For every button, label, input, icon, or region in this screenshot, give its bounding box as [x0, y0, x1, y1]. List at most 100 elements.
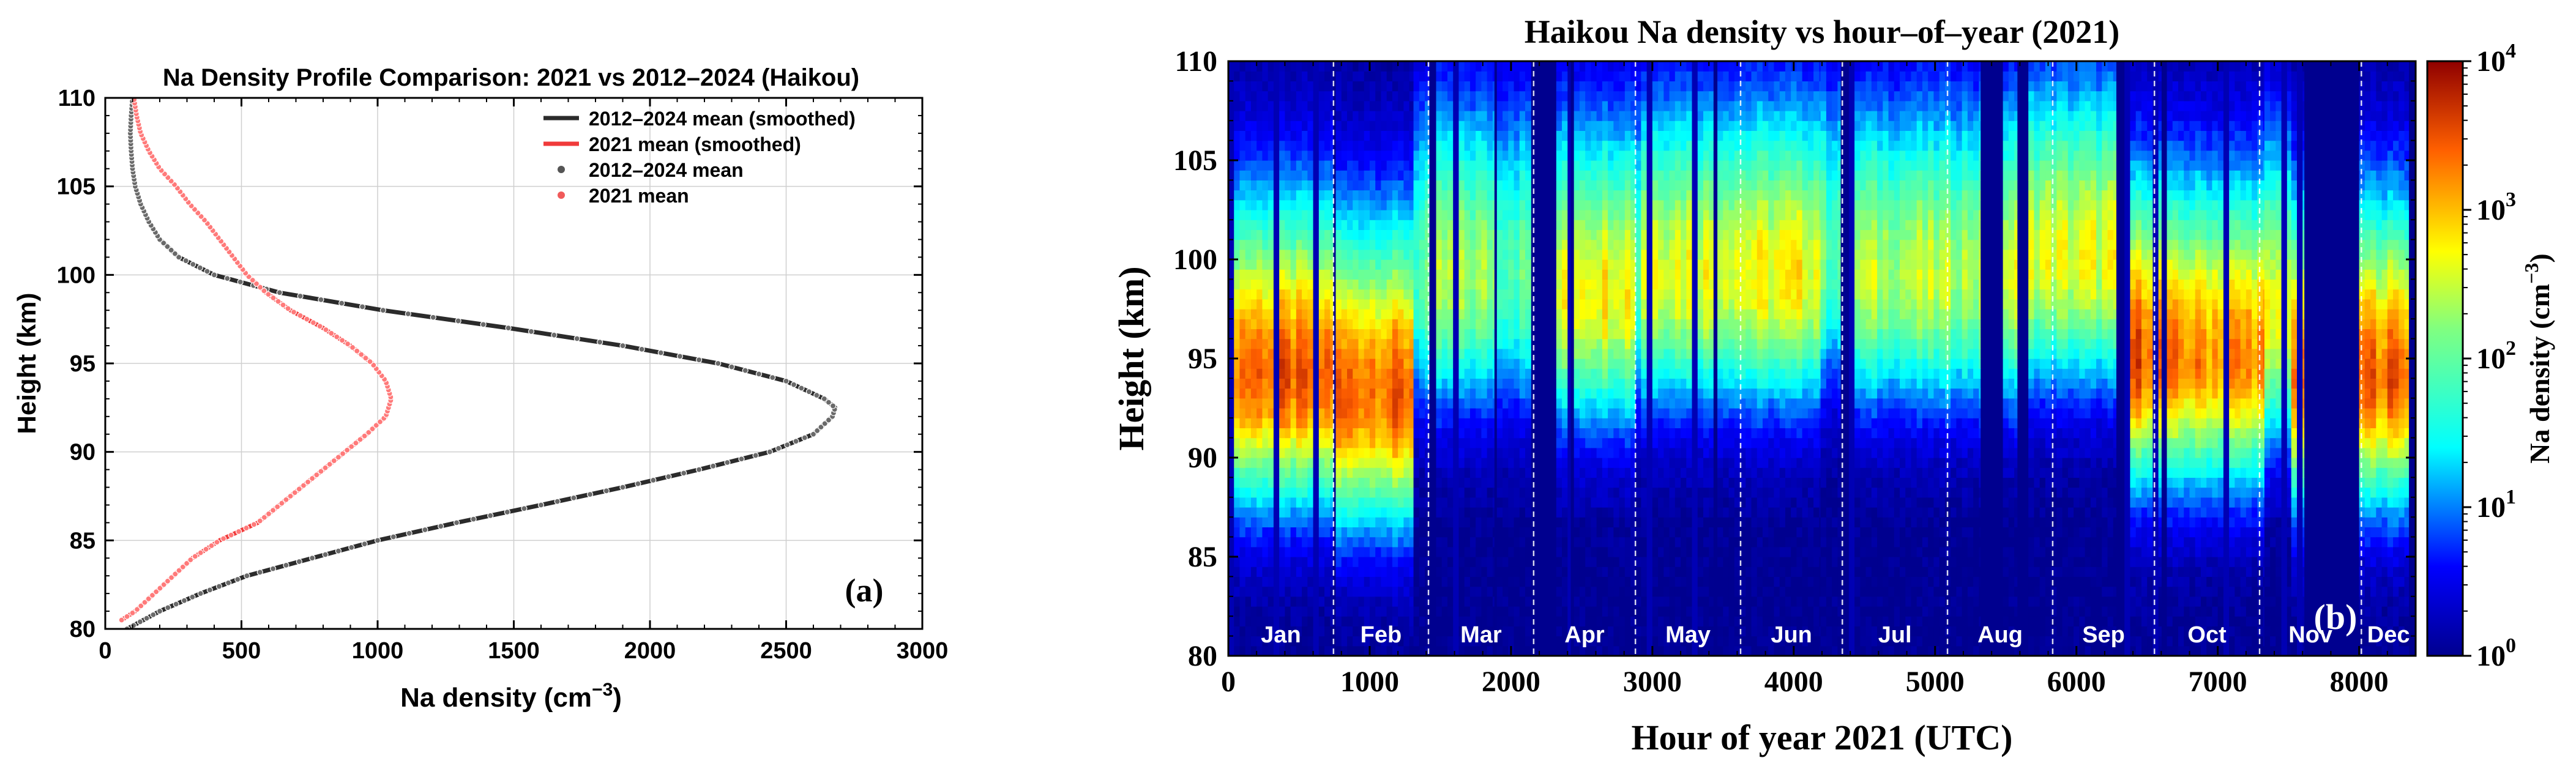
- heatmap-cell: [1313, 616, 1320, 626]
- heatmap-cell: [1313, 368, 1320, 379]
- heatmap-cell: [1487, 279, 1493, 290]
- heatmap-cell: [1441, 437, 1448, 448]
- heatmap-cell: [1458, 477, 1465, 488]
- heatmap-cell: [1353, 567, 1359, 577]
- heatmap-cell: [1330, 368, 1334, 379]
- heatmap-cell: [1436, 616, 1443, 626]
- heatmap-cell: [1453, 616, 1460, 626]
- heatmap-cell: [1267, 576, 1274, 587]
- heatmap-cell: [1403, 81, 1410, 92]
- heatmap-cell: [1324, 616, 1331, 626]
- heatmap-cell: [1250, 537, 1257, 548]
- heatmap-cell: [1492, 388, 1495, 399]
- heatmap-cell: [1458, 249, 1465, 260]
- heatmap-cell: [1403, 210, 1410, 220]
- heatmap-cell: [1608, 606, 1614, 617]
- heatmap-cell: [1579, 170, 1586, 180]
- heatmap-cell: [1341, 160, 1348, 171]
- heatmap-cell: [1296, 527, 1302, 538]
- heatmap-cell: [1492, 190, 1495, 201]
- heatmap-cell: [1285, 220, 1291, 230]
- heatmap-cell: [1608, 319, 1614, 329]
- heatmap-cell: [1262, 606, 1269, 617]
- heatmap-cell: [1228, 428, 1234, 439]
- heatmap-cell: [1353, 507, 1359, 518]
- heatmap-cell: [1353, 81, 1359, 92]
- climatology-point: [215, 583, 223, 590]
- heatmap-cell: [1681, 606, 1687, 617]
- heatmap-cell: [1669, 487, 1676, 498]
- heatmap-cell: [1335, 239, 1342, 250]
- heatmap-cell: [1313, 259, 1320, 270]
- heatmap-cell: [1296, 81, 1302, 92]
- heatmap-cell: [1262, 199, 1269, 210]
- heatmap-cell: [1436, 437, 1443, 448]
- heatmap-cell: [1419, 71, 1425, 81]
- heatmap-cell: [1262, 220, 1269, 230]
- heatmap-cell: [1630, 546, 1636, 557]
- heatmap-cell: [1324, 487, 1331, 498]
- heatmap-cell: [1307, 378, 1314, 389]
- heatmap-cell: [1307, 428, 1314, 439]
- heatmap-cell: [1324, 269, 1331, 280]
- heatmap-cell: [1562, 358, 1568, 369]
- heatmap-cell: [1469, 190, 1476, 201]
- heatmap-cell: [1591, 259, 1597, 270]
- heatmap-cell: [1296, 497, 1302, 508]
- heatmap-cell: [1496, 81, 1503, 92]
- heatmap-cell: [1290, 111, 1297, 121]
- year-2021-point: [253, 280, 260, 287]
- heatmap-cell: [1487, 239, 1493, 250]
- heatmap-cell: [1392, 329, 1398, 340]
- heatmap-cell: [1324, 319, 1331, 329]
- heatmap-cell: [1562, 437, 1568, 448]
- heatmap-cell: [1318, 428, 1325, 439]
- heatmap-cell: [1335, 229, 1342, 240]
- heatmap-cell: [1358, 458, 1365, 468]
- climatology-point: [769, 374, 776, 381]
- heatmap-cell: [1608, 626, 1614, 637]
- heatmap-cell: [1250, 546, 1257, 557]
- heatmap-cell: [1347, 636, 1353, 647]
- year-2021-point: [323, 326, 329, 333]
- heatmap-cell: [1458, 576, 1465, 587]
- heatmap-cell: [1658, 140, 1664, 151]
- heatmap-cell: [1419, 91, 1425, 102]
- heatmap-cell: [1458, 358, 1465, 369]
- heatmap-cell: [1335, 338, 1342, 349]
- heatmap-cell: [1307, 289, 1314, 300]
- heatmap-cell: [1519, 388, 1526, 399]
- heatmap-cell: [1324, 229, 1331, 240]
- heatmap-cell: [1228, 279, 1234, 290]
- heatmap-cell: [1381, 537, 1387, 548]
- heatmap-cell: [1619, 616, 1626, 626]
- heatmap-cell: [1302, 636, 1308, 647]
- heatmap-cell: [1658, 121, 1664, 131]
- heatmap-cell: [1585, 645, 1591, 656]
- heatmap-cell: [1290, 348, 1297, 359]
- heatmap-cell: [1369, 606, 1376, 617]
- heatmap-cell: [1591, 81, 1597, 92]
- heatmap-cell: [1652, 626, 1659, 637]
- heatmap-cell: [1313, 121, 1320, 131]
- heatmap-cell: [1392, 567, 1398, 577]
- heatmap-cell: [1436, 100, 1443, 111]
- heatmap-cell: [1503, 557, 1509, 567]
- heatmap-cell: [1398, 645, 1404, 656]
- climatology-point: [573, 335, 580, 342]
- heatmap-cell: [1681, 567, 1687, 577]
- heatmap-cell: [1313, 428, 1320, 439]
- heatmap-cell: [1358, 527, 1365, 538]
- heatmap-cell: [1392, 259, 1398, 270]
- heatmap-cell: [1318, 567, 1325, 577]
- heatmap-cell: [1341, 477, 1348, 488]
- climatology-point: [164, 243, 171, 250]
- heatmap-cell: [1403, 100, 1410, 111]
- heatmap-cell: [1285, 497, 1291, 508]
- heatmap-cell: [1567, 299, 1571, 310]
- heatmap-cell: [1245, 299, 1252, 310]
- heatmap-cell: [1302, 299, 1308, 310]
- heatmap-cell: [1447, 616, 1454, 626]
- heatmap-cell: [1469, 279, 1476, 290]
- heatmap-cell: [1652, 348, 1659, 359]
